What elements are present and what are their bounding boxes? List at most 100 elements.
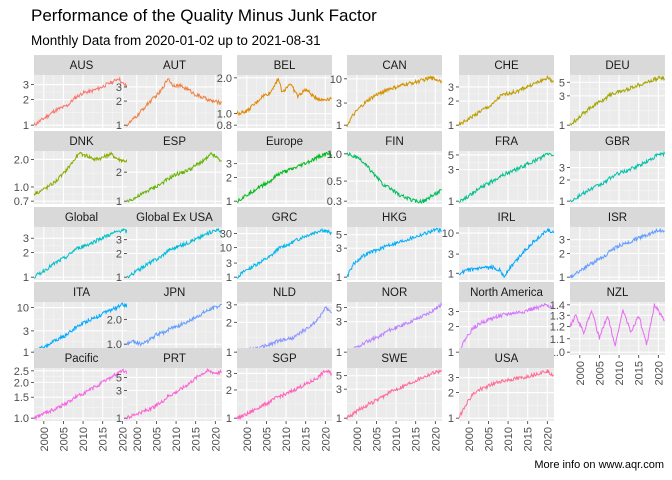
strip-grc bbox=[237, 207, 332, 227]
panel-bg-usa bbox=[459, 368, 554, 421]
y-tick-label: 1.0 bbox=[14, 182, 29, 194]
strip-nor bbox=[347, 282, 442, 302]
y-tick-label: 1 bbox=[116, 272, 122, 284]
strip-label-swe: SWE bbox=[381, 353, 408, 365]
series-line-fra bbox=[458, 152, 554, 203]
strip-label-nld: NLD bbox=[273, 287, 296, 299]
panel-che: CHE 1 2 3 bbox=[448, 55, 554, 132]
x-tick-label: 2000 bbox=[352, 427, 364, 451]
strip-global bbox=[34, 207, 129, 227]
panel-bg-global bbox=[34, 227, 129, 280]
series-line-hkg bbox=[346, 227, 442, 278]
panel-bg-prt bbox=[127, 368, 222, 421]
y-tick-label: 1 bbox=[226, 196, 232, 208]
panel-hkg: HKG 1 35 bbox=[336, 207, 442, 284]
series-line-prt bbox=[126, 368, 222, 420]
series-line-can bbox=[346, 75, 443, 128]
y-tick-label: 3 bbox=[448, 165, 454, 177]
strip-nzl bbox=[570, 282, 665, 302]
y-tick-label: 1.0 bbox=[217, 109, 232, 121]
y-tick-label: 0.7 bbox=[14, 196, 29, 208]
y-tick-label: 1 bbox=[448, 413, 454, 425]
chart-subtitle: Monthly Data from 2020-01-02 up to 2021-… bbox=[31, 33, 321, 48]
y-tick-label: 1 bbox=[448, 120, 454, 132]
y-tick-label: 3 bbox=[559, 235, 565, 247]
y-tick-label: 2.0 bbox=[107, 314, 122, 326]
strip-nld bbox=[237, 282, 332, 302]
series-line-swe bbox=[346, 368, 442, 420]
y-tick-label: 3 bbox=[336, 243, 342, 255]
strip-label-can: CAN bbox=[382, 60, 406, 72]
y-tick-label: 10 bbox=[330, 74, 342, 86]
y-tick-label: 2 bbox=[559, 175, 565, 187]
x-tick-label: 2015 bbox=[411, 427, 423, 451]
series-line-dnk bbox=[33, 151, 130, 197]
series-line-nor bbox=[346, 301, 443, 354]
panel-esp: ESP 1 2 bbox=[116, 131, 222, 208]
strip-label-che: CHE bbox=[494, 60, 519, 72]
y-tick-label: 1 bbox=[116, 413, 122, 425]
y-tick-label: 5 bbox=[336, 230, 342, 242]
panel-gbr: GBR 1 23 bbox=[559, 131, 666, 208]
strip-ita bbox=[34, 282, 129, 302]
panel-nld: NLD 1 2 3 bbox=[226, 282, 332, 359]
panel-prt: PRT 1 35 2000 2005 2010 2015 2020 bbox=[116, 348, 222, 451]
y-tick-label: 1 bbox=[448, 268, 454, 280]
y-tick-label: 1 bbox=[226, 413, 232, 425]
y-tick-label: 1 bbox=[226, 347, 232, 359]
y-tick-label: 2 bbox=[116, 167, 122, 179]
panel-can: CAN 1 3 10 bbox=[330, 55, 443, 132]
y-tick-label: 3 bbox=[116, 235, 122, 247]
y-tick-label: 0.3 bbox=[327, 196, 342, 208]
y-tick-label: 3 bbox=[336, 317, 342, 329]
strip-label-esp: ESP bbox=[163, 136, 186, 148]
y-tick-label: 2.0 bbox=[14, 154, 29, 166]
strip-can bbox=[347, 55, 442, 75]
y-tick-label: 3 bbox=[336, 98, 342, 110]
y-tick-label: 2 bbox=[448, 322, 454, 334]
y-tick-label: 2 bbox=[226, 385, 232, 397]
y-tick-label: 1.1 bbox=[550, 334, 565, 346]
y-tick-label: 3 bbox=[559, 91, 565, 103]
y-tick-label: 3 bbox=[226, 368, 232, 380]
x-tick-label: 2000 bbox=[39, 427, 51, 451]
series-line-deu bbox=[569, 74, 666, 126]
panel-europe: Europe 1 2 3 bbox=[226, 131, 333, 208]
panel-pacific: Pacific 1.0 1.5 2.02.5 2000 2005 2010 2015 2020 bbox=[14, 348, 129, 451]
series-line-grc bbox=[236, 227, 333, 279]
chart-title: Performance of the Quality Minus Junk Fa… bbox=[31, 6, 377, 25]
panel-bg-grc bbox=[237, 227, 332, 280]
strip-label-fin: FIN bbox=[385, 136, 404, 148]
panel-isr: ISR 1 2 3 bbox=[559, 207, 665, 284]
y-tick-label: 2 bbox=[23, 95, 29, 107]
y-tick-label: 3 bbox=[448, 307, 454, 319]
x-tick-label: 2020 bbox=[117, 427, 129, 451]
panel-bg-bel bbox=[237, 75, 332, 128]
y-tick-label: 30 bbox=[220, 229, 232, 241]
strip-label-bel: BEL bbox=[274, 60, 296, 72]
panel-global-ex-usa: Global Ex USA 1 2 3 bbox=[116, 207, 223, 284]
panel-irl: IRL 1 3 10 bbox=[442, 207, 555, 280]
y-tick-label: 3 bbox=[559, 163, 565, 175]
y-tick-label: 3 bbox=[23, 80, 29, 92]
strip-north-america bbox=[459, 282, 554, 302]
x-tick-label: 2005 bbox=[58, 427, 70, 451]
y-tick-label: 5 bbox=[336, 302, 342, 314]
x-tick-label: 2010 bbox=[281, 427, 293, 451]
y-tick-label: 1 bbox=[336, 272, 342, 284]
series-line-irl bbox=[458, 227, 555, 279]
x-tick-label: 2020 bbox=[320, 427, 332, 451]
strip-sgp bbox=[237, 348, 332, 368]
series-line-aut bbox=[126, 78, 223, 127]
strip-label-aus: AUS bbox=[70, 60, 94, 72]
panel-fra: FRA 1 3 5 bbox=[448, 131, 554, 208]
y-tick-label: 1 bbox=[23, 120, 29, 132]
y-tick-label: 3 bbox=[116, 82, 122, 94]
strip-label-gbr: GBR bbox=[605, 136, 630, 148]
series-line-global-ex-usa bbox=[126, 228, 223, 279]
strip-label-sgp: SGP bbox=[272, 353, 297, 365]
panel-bg-nld bbox=[237, 302, 332, 355]
y-tick-label: 1.4 bbox=[550, 300, 565, 312]
strip-usa bbox=[459, 348, 554, 368]
